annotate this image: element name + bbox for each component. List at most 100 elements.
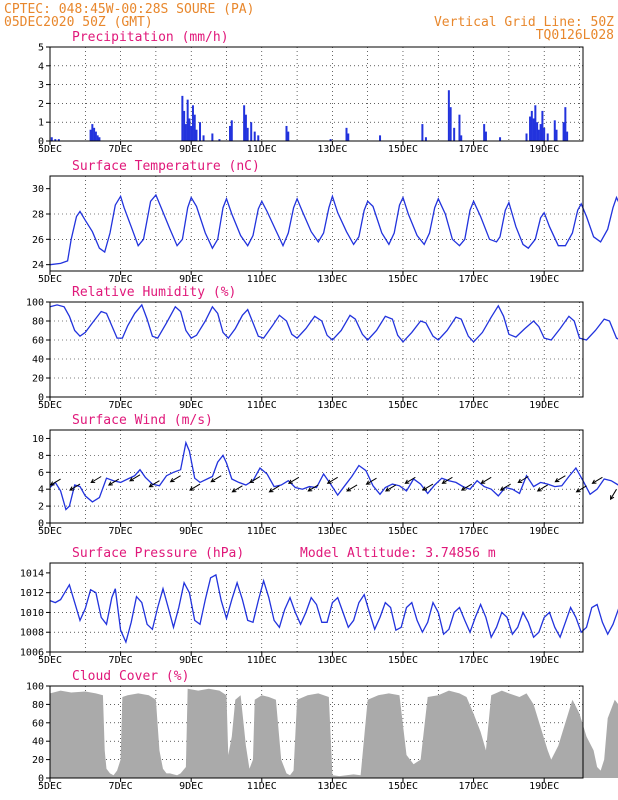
precipitation-bar: [93, 127, 96, 141]
wind-arrow: [129, 474, 141, 482]
wind-arrow: [107, 478, 120, 486]
precipitation-bar: [190, 125, 193, 141]
cloud-xtick-label: 11DEC: [247, 781, 277, 792]
precipitation-xtick-label: 5DEC: [38, 144, 62, 155]
precipitation-bar: [347, 133, 350, 141]
humidity-xtick-label: 7DEC: [109, 400, 133, 411]
wind-xtick-label: 13DEC: [317, 526, 347, 537]
precipitation-bar: [453, 127, 456, 141]
precipitation-bar: [57, 139, 60, 141]
wind-ytick-label: 10: [32, 434, 44, 445]
precipitation-bar: [195, 129, 198, 141]
header-model: TQ0126L028: [536, 28, 614, 43]
cloud-panel: 0 20 40 60 80 100 5DEC 7DEC 9DEC 11DEC 13DEC 15DEC 1…: [26, 669, 618, 792]
cloud-ytick-label: 80: [32, 700, 44, 711]
temperature-ytick-label: 28: [32, 210, 44, 221]
precipitation-bar: [287, 131, 290, 141]
cloud-xtick-label: 7DEC: [109, 781, 133, 792]
precipitation-bar: [181, 95, 184, 141]
cloud-xtick-label: 9DEC: [179, 781, 203, 792]
precipitation-xtick-label: 17DEC: [459, 144, 489, 155]
precipitation-bar: [564, 107, 567, 141]
cloud-ytick-label: 0: [38, 774, 44, 785]
temperature-xtick-label: 19DEC: [529, 274, 559, 285]
precipitation-bar: [96, 135, 99, 141]
precipitation-bar: [345, 127, 348, 141]
precipitation-ytick-label: 2: [38, 99, 44, 110]
wind-arrow: [517, 476, 529, 484]
wind-arrow: [268, 485, 280, 493]
precipitation-ytick-label: 0: [38, 137, 44, 148]
precipitation-bar: [98, 137, 101, 141]
precipitation-bar: [246, 127, 249, 141]
header-grid-info: Vertical Grid Line: 50Z: [434, 15, 614, 30]
pressure-line: [49, 573, 618, 645]
precipitation-bar: [50, 137, 53, 141]
precipitation-bar: [183, 110, 186, 141]
wind-ytick-label: 6: [38, 468, 44, 479]
cloud-xtick-label: 17DEC: [459, 781, 489, 792]
cloud-xtick-label: 19DEC: [529, 781, 559, 792]
wind-arrow: [536, 484, 548, 492]
precipitation-xtick-label: 13DEC: [317, 144, 347, 155]
wind-arrow: [326, 476, 338, 484]
wind-xtick-label: 7DEC: [109, 526, 133, 537]
cloud-xtick-label: 15DEC: [388, 781, 418, 792]
humidity-xtick-label: 11DEC: [247, 400, 277, 411]
precipitation-bar: [188, 118, 191, 141]
wind-arrow: [189, 483, 201, 491]
precipitation-bar: [253, 131, 256, 141]
temperature-xtick-label: 7DEC: [109, 274, 133, 285]
precipitation-bar: [211, 133, 214, 141]
wind-arrow: [441, 476, 453, 484]
precipitation-xtick-label: 7DEC: [109, 144, 133, 155]
precipitation-bar: [534, 105, 537, 141]
header-date: 05DEC2020 50Z (GMT): [4, 15, 153, 30]
wind-xtick-label: 17DEC: [459, 526, 489, 537]
pressure-xtick-label: 7DEC: [109, 655, 133, 666]
wind-arrow: [404, 476, 416, 484]
wind-arrow: [480, 476, 492, 484]
precipitation-bar: [483, 124, 486, 141]
precipitation-bar: [250, 122, 253, 141]
precipitation-bar: [530, 110, 533, 141]
precipitation-bar: [499, 137, 502, 141]
wind-arrow: [231, 485, 243, 493]
pressure-xtick-label: 15DEC: [388, 655, 418, 666]
precipitation-bar: [243, 105, 246, 141]
cloud-area: [50, 688, 618, 778]
wind-title: Surface Wind (m/s): [72, 413, 213, 428]
temperature-title: Surface Temperature (nC): [72, 159, 260, 174]
header-location: CPTEC: 048:45W-00:28S SOURE (PA): [4, 2, 254, 17]
humidity-xtick-label: 19DEC: [529, 400, 559, 411]
precipitation-xtick-label: 19DEC: [529, 144, 559, 155]
wind-line: [49, 440, 618, 511]
temperature-ytick-label: 30: [32, 184, 44, 195]
precipitation-bar: [184, 124, 187, 141]
pressure-ytick-label: 1010: [20, 608, 44, 619]
precipitation-bar: [218, 139, 221, 141]
cloud-ytick-label: 20: [32, 755, 44, 766]
wind-ytick-label: 8: [38, 451, 44, 462]
wind-arrow: [249, 476, 261, 484]
precipitation-ytick-label: 1: [38, 118, 44, 129]
precipitation-bar: [562, 122, 565, 141]
humidity-xtick-label: 17DEC: [459, 400, 489, 411]
wind-arrow: [499, 483, 511, 491]
precipitation-bar: [229, 125, 232, 141]
precipitation-frame: [49, 46, 584, 142]
humidity-ytick-label: 40: [32, 355, 44, 366]
precipitation-bar: [285, 125, 288, 141]
pressure-title: Surface Pressure (hPa): [72, 546, 244, 561]
humidity-xtick-label: 9DEC: [179, 400, 203, 411]
precipitation-bar: [553, 120, 556, 141]
precipitation-bar: [91, 124, 94, 141]
precipitation-xtick-label: 9DEC: [179, 144, 203, 155]
precipitation-bar: [458, 114, 461, 141]
precipitation-bar: [525, 133, 528, 141]
precipitation-bar: [94, 131, 97, 141]
wind-arrow: [69, 483, 81, 491]
temperature-ytick-label: 26: [32, 235, 44, 246]
humidity-ytick-label: 60: [32, 336, 44, 347]
wind-ytick-label: 4: [38, 485, 44, 496]
